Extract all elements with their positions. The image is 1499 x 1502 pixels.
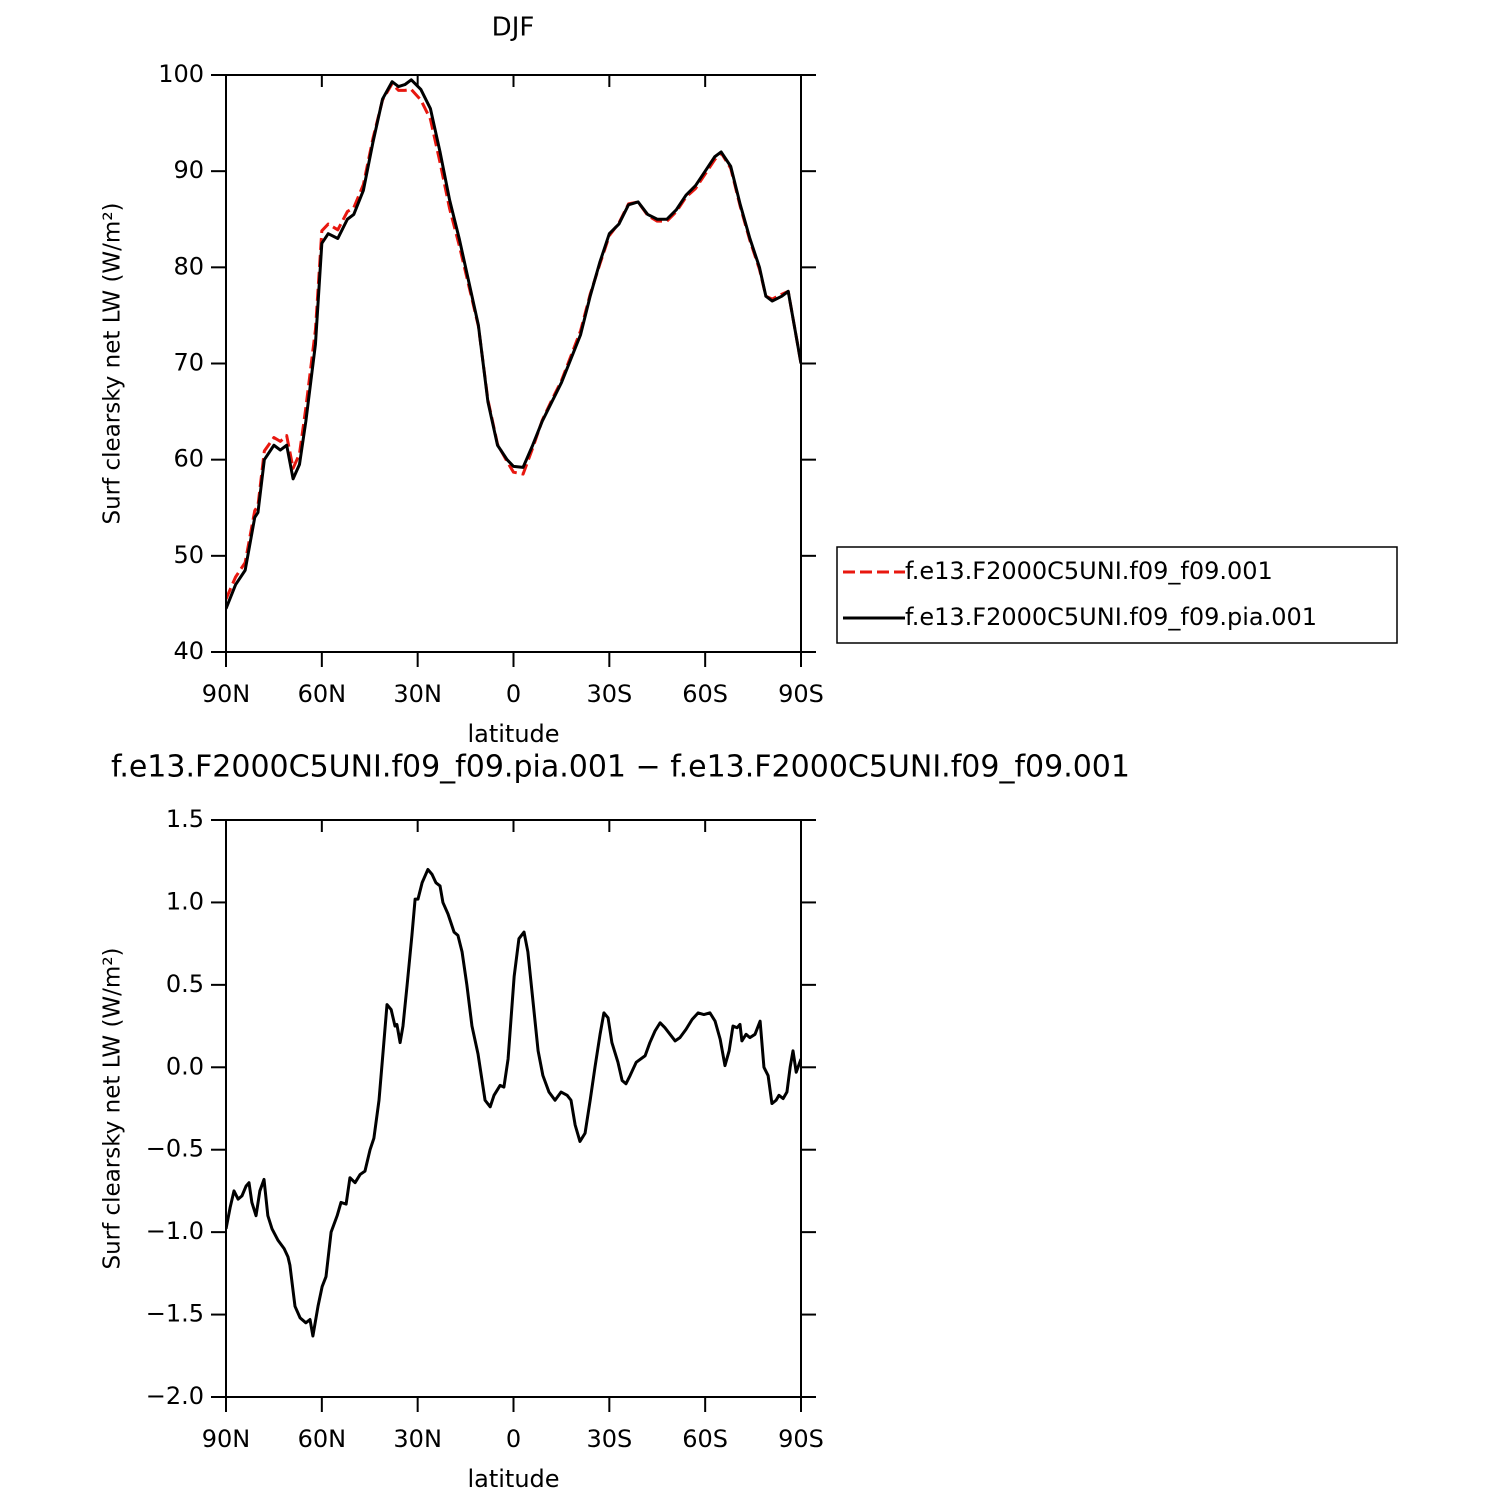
data-line xyxy=(226,82,801,600)
x-tick-label: 90S xyxy=(778,680,824,708)
legend-label: f.e13.F2000C5UNI.f09_f09.001 xyxy=(905,557,1273,585)
y-tick-label: −0.5 xyxy=(146,1135,204,1163)
y-axis-label: Surf clearsky net LW (W/m²) xyxy=(100,947,126,1269)
legend-box xyxy=(836,546,1398,644)
x-tick-label: 60N xyxy=(298,680,347,708)
x-axis-label: latitude xyxy=(467,720,559,748)
x-tick-label: 0 xyxy=(506,680,521,708)
chart-title: f.e13.F2000C5UNI.f09_f09.pia.001 − f.e13… xyxy=(111,750,1130,785)
plot-frame xyxy=(225,74,802,653)
data-line xyxy=(226,78,801,610)
chart-title: DJF xyxy=(492,13,535,43)
y-tick-label: 100 xyxy=(158,60,204,88)
x-tick-label: 30S xyxy=(586,680,632,708)
y-tick-label: 90 xyxy=(173,156,204,184)
x-tick-label: 60N xyxy=(298,1425,347,1453)
y-tick-label: 40 xyxy=(173,637,204,665)
y-tick-label: 80 xyxy=(173,252,204,280)
x-tick-label: 60S xyxy=(682,1425,728,1453)
x-tick-label: 30N xyxy=(393,1425,442,1453)
x-tick-label: 30S xyxy=(586,1425,632,1453)
x-tick-label: 90S xyxy=(778,1425,824,1453)
x-tick-label: 90N xyxy=(202,680,251,708)
x-axis-label: latitude xyxy=(467,1465,559,1493)
plot-frame xyxy=(225,819,802,1398)
y-axis-label: Surf clearsky net LW (W/m²) xyxy=(100,202,126,524)
x-tick-label: 90N xyxy=(202,1425,251,1453)
x-tick-label: 30N xyxy=(393,680,442,708)
x-tick-label: 60S xyxy=(682,680,728,708)
y-tick-label: 70 xyxy=(173,349,204,377)
y-tick-label: 60 xyxy=(173,445,204,473)
y-tick-label: 0.0 xyxy=(166,1052,204,1080)
y-tick-label: −2.0 xyxy=(146,1382,204,1410)
y-tick-label: −1.0 xyxy=(146,1217,204,1245)
y-tick-label: 1.5 xyxy=(166,805,204,833)
y-tick-label: 50 xyxy=(173,541,204,569)
y-tick-label: 0.5 xyxy=(166,970,204,998)
y-tick-label: 1.0 xyxy=(166,887,204,915)
x-tick-label: 0 xyxy=(506,1425,521,1453)
y-tick-label: −1.5 xyxy=(146,1300,204,1328)
data-line xyxy=(226,867,801,1338)
legend-label: f.e13.F2000C5UNI.f09_f09.pia.001 xyxy=(905,603,1317,631)
